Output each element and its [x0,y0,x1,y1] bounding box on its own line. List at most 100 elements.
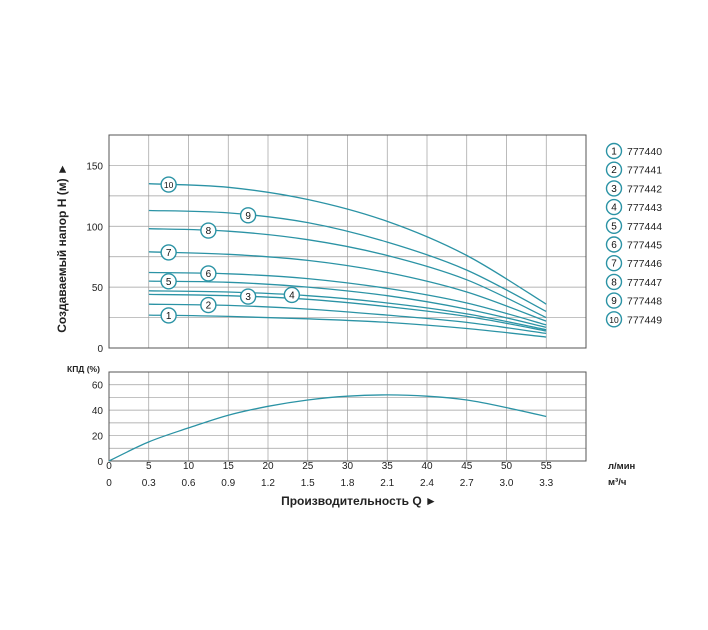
head-curve-777445 [148,271,547,326]
efficiency-y-axis-label: КПД (%) [67,364,100,374]
legend-marker-circle [605,236,623,253]
curve-marker-circle [239,207,257,224]
x-tick-primary: 5 [146,461,152,472]
x-tick-secondary: 2.7 [460,478,474,489]
curve-marker-circle [283,286,301,304]
legend-label: 777447 [627,277,662,289]
legend-item: 6 777445 [605,236,662,253]
x-tick-primary: 50 [501,461,513,472]
legend-marker-circle [605,180,623,197]
legend-marker-number: 7 [611,259,617,270]
legend-label: 777445 [627,240,662,252]
x-tick-secondary: 2.1 [380,478,394,489]
efficiency-grid [108,371,587,462]
legend-item: 10 777449 [605,311,662,328]
legend-marker-number: 8 [611,277,617,288]
curve-marker-number: 2 [206,301,212,312]
curve-marker-7: 7 [160,244,177,261]
x-tick-secondary: 0.6 [182,478,196,489]
legend-marker-circle [605,217,623,235]
efficiency-frame [108,371,587,462]
curve-marker-1: 1 [160,307,177,324]
x-axis-label: Производительность Q ► [281,494,437,508]
x-tick-labels: 0 0 5 0.3 10 0.6 15 0.9 20 1.2 25 1.5 30 1.8 35 2.1 40 2.… [106,461,553,489]
legend-marker-circle [605,161,623,178]
head-curves [148,183,547,338]
x-tick-primary: 30 [342,461,354,472]
legend-marker-circle [605,142,623,160]
legend-item: 7 777446 [605,255,662,272]
efficiency-y-tick: 20 [92,432,104,443]
legend-label: 777446 [627,258,662,270]
head-curve-777440 [148,314,547,338]
x-tick-secondary: 3.3 [539,478,553,489]
curve-marker-circle [160,273,177,290]
x-tick-primary: 15 [223,461,235,472]
legend-marker-number: 3 [611,184,617,195]
curve-marker-circle [160,244,177,261]
curve-marker-number: 5 [166,277,172,288]
curve-marker-circle [160,307,177,324]
legend-marker-circle [605,311,623,328]
curve-marker-number: 8 [206,226,212,237]
curve-marker-number: 3 [245,292,251,303]
x-tick-primary: 20 [262,461,274,472]
head-curve-777444 [148,280,547,328]
legend-marker-number: 10 [609,315,619,325]
x-tick-secondary: 2.4 [420,478,434,489]
head-curve-777448 [148,209,547,313]
efficiency-y-tick-labels: 0 20 40 60 [92,381,104,468]
x-tick-primary: 0 [106,461,112,472]
head-markers: 1 2 3 4 5 6 7 8 9 10 [160,176,301,324]
x-unit-primary: л/мин [608,461,636,472]
x-tick-primary: 35 [382,461,394,472]
curve-marker-circle [200,296,217,314]
legend-item: 4 777443 [605,198,662,216]
head-grid [108,134,587,349]
legend-marker-circle [605,198,623,216]
curve-marker-10: 10 [160,176,177,193]
curve-marker-circle [239,288,257,305]
curve-marker-number: 10 [164,180,174,190]
legend-label: 777443 [627,202,662,214]
x-tick-secondary: 3.0 [500,478,514,489]
curve-marker-number: 7 [166,248,172,259]
x-tick-secondary: 1.8 [341,478,355,489]
legend-label: 777444 [627,221,662,233]
head-curve-777441 [148,303,547,335]
legend: 1 777440 2 777441 3 777442 4 777443 5 777444 6 7774… [605,142,662,328]
x-tick-primary: 40 [421,461,433,472]
curve-marker-6: 6 [200,265,217,282]
head-y-tick: 50 [92,283,104,294]
head-frame [108,134,587,349]
curve-marker-number: 1 [166,311,172,322]
legend-marker-circle [605,292,623,309]
x-tick-primary: 55 [541,461,553,472]
x-tick-primary: 25 [302,461,314,472]
legend-item: 8 777447 [605,273,662,291]
efficiency-y-tick: 60 [92,381,104,392]
x-tick-secondary: 1.2 [261,478,275,489]
x-unit-secondary: м³/ч [608,477,626,488]
legend-marker-circle [605,255,623,272]
head-y-tick: 150 [86,161,103,172]
legend-item: 9 777448 [605,292,662,309]
legend-label: 777449 [627,314,662,326]
legend-label: 777442 [627,183,662,195]
legend-item: 5 777444 [605,217,662,235]
curve-marker-number: 9 [245,211,251,222]
head-curve-777443 [148,290,547,331]
legend-label: 777440 [627,146,662,158]
x-tick-secondary: 0.3 [142,478,156,489]
curve-marker-circle [160,176,177,193]
head-curve-777449 [148,183,547,305]
legend-marker-number: 6 [611,240,617,251]
efficiency-curves [108,394,547,462]
curve-marker-number: 4 [289,290,295,301]
x-tick-primary: 10 [183,461,195,472]
head-y-tick: 0 [97,344,103,355]
legend-item: 2 777441 [605,161,662,178]
curve-marker-9: 9 [239,207,257,224]
head-y-axis-label: Создаваемый напор H (м) ► [55,163,69,333]
